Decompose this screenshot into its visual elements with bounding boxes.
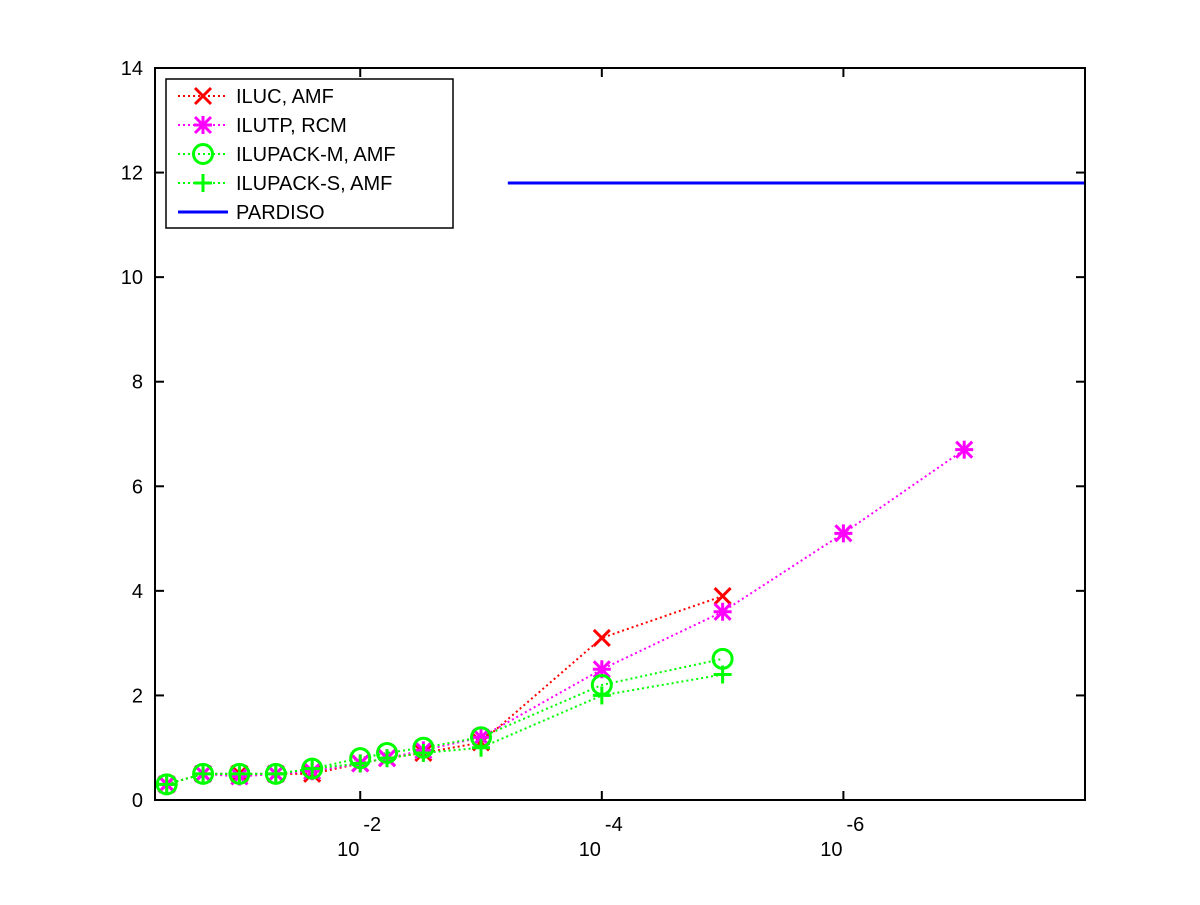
y-tick-label: 0 (132, 790, 143, 812)
x-tick-label-exponent: -6 (847, 814, 865, 836)
series-markers (155, 440, 974, 796)
data-point-s2-11 (713, 602, 732, 621)
data-point-s4-6 (351, 754, 370, 773)
x-tick-label-base: 10 (820, 839, 842, 861)
legend-label: ILUTP, RCM (236, 115, 347, 137)
legend-label: ILUPACK-M, AMF (236, 144, 396, 166)
x-tick-label-exponent: -4 (605, 814, 623, 836)
data-point-s4-8 (414, 743, 433, 762)
legend-marker (194, 174, 212, 192)
y-tick-label: 8 (132, 372, 143, 394)
data-point-s3-3 (228, 762, 251, 785)
x-tick-label-exponent: -2 (363, 814, 381, 836)
legend-marker (193, 115, 213, 135)
legend: ILUC, AMF ILUTP, RCM ILUPACK-M, AMF ILUPACK… (165, 78, 454, 229)
data-point-s3-4 (264, 762, 287, 785)
legend-marker (193, 86, 213, 106)
data-point-s4-4 (266, 764, 285, 783)
data-point-s4-1 (157, 775, 176, 794)
y-tick-label: 10 (121, 267, 143, 289)
data-point-s4-3 (230, 764, 249, 783)
data-point-s3-5 (301, 757, 324, 780)
data-point-s1-10 (592, 628, 611, 647)
legend-marker (192, 143, 214, 165)
data-point-s4-5 (303, 759, 322, 778)
data-point-s4-9 (472, 738, 491, 757)
data-point-s2-10 (592, 660, 611, 679)
y-tick-label: 2 (132, 685, 143, 707)
y-tick-label: 12 (121, 163, 143, 185)
legend-label: ILUPACK-S, AMF (236, 173, 392, 195)
data-point-s4-10 (592, 686, 611, 705)
legend-label: PARDISO (236, 202, 325, 224)
data-point-s2-13 (955, 440, 974, 459)
data-point-s4-2 (194, 764, 213, 783)
data-point-s3-1 (155, 773, 178, 796)
data-point-s4-7 (378, 749, 397, 768)
plot-area-frame (154, 67, 1086, 801)
x-tick-label-base: 10 (337, 839, 359, 861)
y-tick-label: 6 (132, 476, 143, 498)
data-point-s2-12 (834, 524, 853, 543)
data-point-s1-11 (713, 587, 732, 606)
x-tick-label-base: 10 (579, 839, 601, 861)
y-tick-label: 4 (132, 581, 143, 603)
y-tick-label: 14 (121, 58, 143, 80)
legend-label: ILUC, AMF (236, 86, 334, 108)
data-point-s3-2 (192, 762, 215, 785)
data-point-s4-11 (713, 665, 732, 684)
